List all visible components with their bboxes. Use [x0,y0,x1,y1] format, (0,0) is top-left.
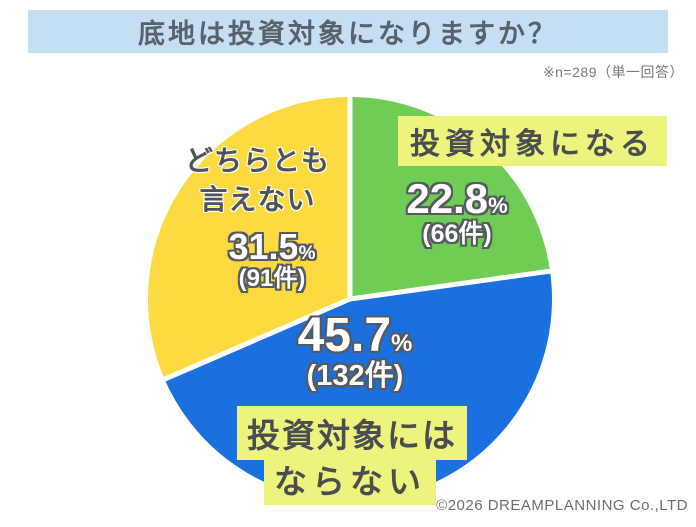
slice-divider [349,268,551,302]
slice-label-neutral: どちらとも 言えない [170,141,345,219]
page-title: 底地は投資対象になりますか？ [138,19,558,49]
count-not-invest: (132件) [306,360,404,393]
sample-size-note: ※n=289（単一回答） [542,64,684,80]
title-banner: 底地は投資対象になりますか？ [28,10,668,53]
count-invest: (66件) [422,220,492,249]
pct-not-invest: 45.7 [297,309,392,362]
slice-value-not-invest: 45.7% (132件) [266,309,444,393]
slice-value-invest: 22.8% (66件) [392,175,522,249]
pie-slice-2 [147,97,350,380]
slice-label-neutral-line1: どちらとも [184,145,330,176]
slice-label-not-invest-line1: 投資対象には [237,406,467,460]
copyright-text: ©2026 DREAMPLANNING Co.,LTD [436,497,688,514]
pct-invest: 22.8 [406,175,489,222]
pct-neutral: 31.5 [228,226,299,267]
pct-unit-not-invest: % [391,330,413,357]
slice-label-invest: 投資対象になる [398,116,667,166]
pct-unit-neutral: % [298,243,316,264]
slice-label-neutral-line2: 言えない [199,184,316,216]
slice-divider [163,296,351,382]
pct-unit-invest: % [488,193,508,218]
slice-value-neutral: 31.5% (91件) [198,228,346,291]
count-neutral: (91件) [238,264,306,292]
slice-label-not-invest-line2: ならない [264,453,436,505]
